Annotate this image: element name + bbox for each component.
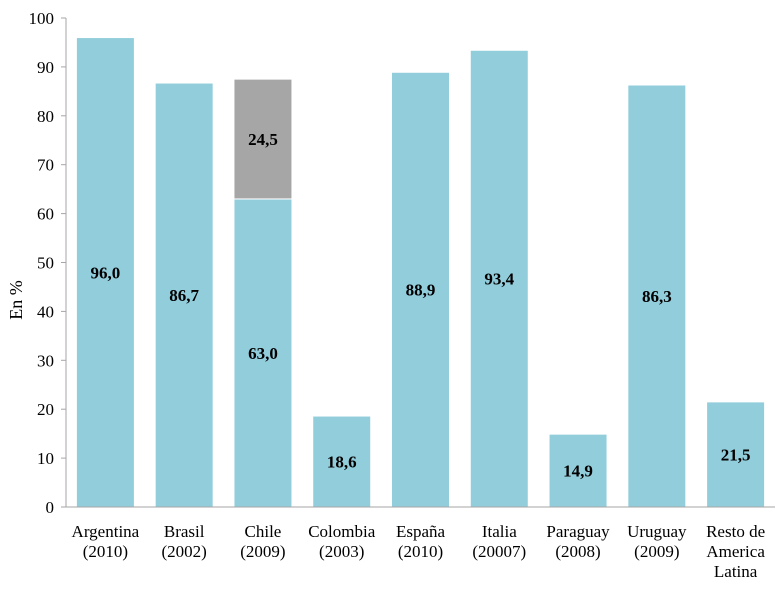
y-axis-label-group: En % (6, 280, 26, 320)
bar-value-label: 86,3 (642, 287, 672, 306)
bar-value-label: 14,9 (563, 462, 593, 481)
y-axis: 0 10 20 30 40 50 60 70 80 90 100 (29, 9, 67, 517)
bar-primary (75, 37, 135, 508)
x-category-label: Resto de America Latina (706, 522, 765, 581)
bar-value-label: 96,0 (91, 263, 121, 282)
x-category-label: Colombia (2003) (308, 522, 376, 561)
y-tick-label: 90 (37, 58, 54, 77)
x-category-label: Argentina (2010) (72, 522, 140, 561)
y-tick-label: 80 (37, 107, 54, 126)
bar-primary (627, 84, 687, 508)
bar-value-label: 24,5 (248, 130, 278, 149)
x-category-label: Chile (2009) (240, 522, 285, 561)
y-tick-label: 50 (37, 254, 54, 273)
bar-secondary (233, 78, 293, 200)
bar-value-label: 21,5 (721, 445, 751, 464)
x-axis: Argentina (2010) Brasil (2002) Chile (2009) Co… (66, 506, 775, 581)
x-category-label: España (2010) (396, 522, 446, 561)
y-tick-label: 10 (37, 449, 54, 468)
y-tick-label: 100 (29, 9, 55, 28)
bar-value-label: 18,6 (327, 453, 357, 472)
bar-value-label: 86,7 (169, 286, 199, 305)
y-tick-label: 70 (37, 156, 54, 175)
bar-primary (548, 433, 608, 508)
y-tick-label: 20 (37, 400, 54, 419)
bar-primary (706, 401, 766, 508)
bar-primary (154, 82, 214, 508)
x-category-label: Italia (20007) (472, 522, 526, 561)
bars-group: 96,0 86,7 63,0 24,5 18,6 88,9 93,4 14,9 86,3 21,5 (75, 37, 766, 508)
y-tick-label: 40 (37, 302, 54, 321)
bar-value-label: 93,4 (484, 270, 514, 289)
x-category-label: Uruguay (2009) (627, 522, 687, 561)
y-tick-label: 60 (37, 205, 54, 224)
y-axis-label: En % (6, 280, 26, 320)
y-tick-label: 30 (37, 351, 54, 370)
bar-primary (469, 49, 529, 508)
y-tick-label: 0 (46, 498, 55, 517)
x-category-label: Brasil (2002) (162, 522, 207, 561)
x-category-label: Paraguay (2008) (546, 522, 610, 561)
bar-value-label: 88,9 (406, 281, 436, 300)
bar-value-label: 63,0 (248, 344, 278, 363)
